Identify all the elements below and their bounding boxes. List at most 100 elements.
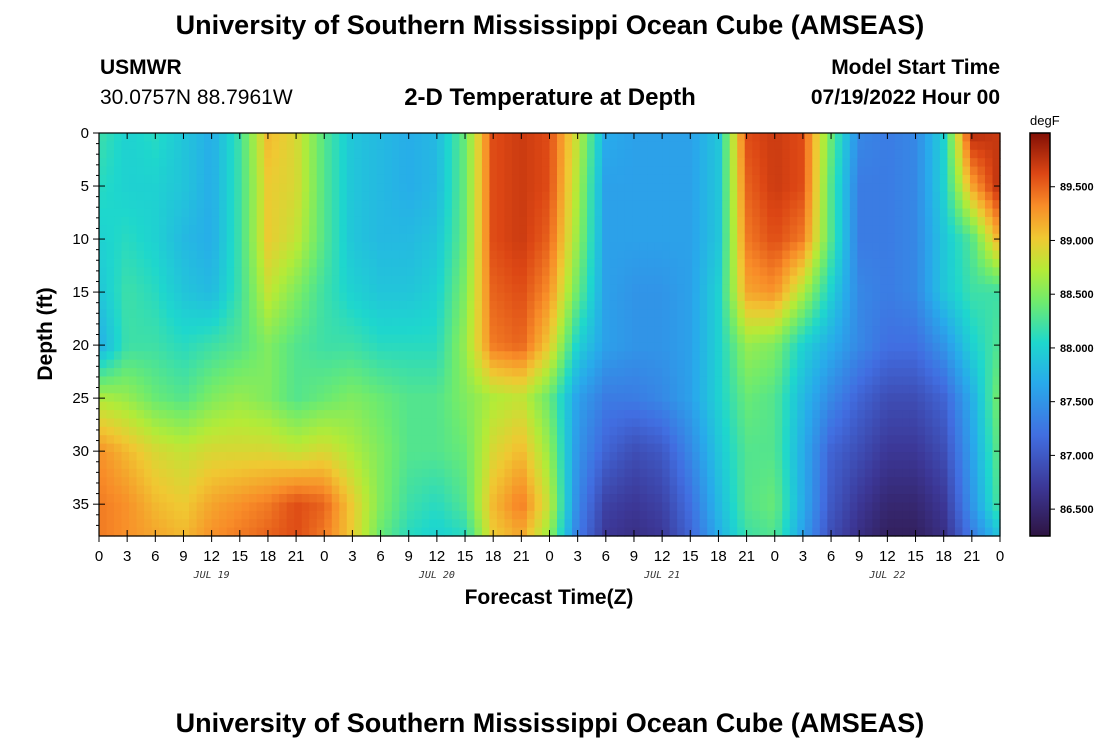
- heatmap-cell: [737, 435, 746, 445]
- heatmap-cell: [864, 250, 873, 260]
- heatmap-cell: [962, 342, 971, 352]
- heatmap-cell: [181, 376, 190, 386]
- heatmap-cell: [617, 250, 626, 260]
- heatmap-cell: [489, 300, 498, 310]
- heatmap-cell: [797, 393, 806, 403]
- heatmap-cell: [842, 292, 851, 302]
- heatmap-cell: [857, 376, 866, 386]
- heatmap-cell: [572, 225, 581, 235]
- heatmap-cell: [767, 359, 776, 369]
- heatmap-cell: [759, 216, 768, 226]
- heatmap-cell: [714, 174, 723, 184]
- heatmap-cell: [541, 393, 551, 403]
- heatmap-cell: [271, 477, 280, 487]
- heatmap-cell: [166, 460, 175, 470]
- heatmap-cell: [797, 418, 806, 428]
- heatmap-cell: [459, 158, 468, 168]
- heatmap-cell: [827, 275, 836, 285]
- heatmap-cell: [136, 359, 145, 369]
- heatmap-cell: [842, 250, 851, 260]
- heatmap-cell: [857, 141, 866, 151]
- heatmap-cell: [969, 334, 979, 344]
- heatmap-cell: [864, 460, 873, 470]
- heatmap-cell: [534, 191, 543, 201]
- heatmap-cell: [204, 267, 213, 277]
- heatmap-cell: [99, 225, 108, 235]
- heatmap-cell: [99, 275, 108, 285]
- heatmap-cell: [504, 317, 513, 327]
- heatmap-cell: [279, 292, 288, 302]
- heatmap-cell: [759, 452, 768, 462]
- heatmap-cell: [774, 149, 783, 159]
- heatmap-cell: [346, 166, 355, 176]
- heatmap-cell: [99, 384, 108, 394]
- heatmap-cell: [324, 342, 333, 352]
- heatmap-cell: [459, 166, 468, 176]
- heatmap-cell: [579, 452, 588, 462]
- heatmap-cell: [572, 191, 581, 201]
- heatmap-cell: [414, 133, 423, 142]
- heatmap-cell: [144, 443, 153, 453]
- heatmap-cell: [804, 435, 813, 445]
- heatmap-cell: [707, 292, 716, 302]
- heatmap-cell: [632, 326, 641, 336]
- heatmap-cell: [564, 443, 573, 453]
- heatmap-cell: [909, 309, 919, 319]
- heatmap-cell: [684, 334, 693, 344]
- heatmap-cell: [624, 233, 633, 243]
- heatmap-cell: [729, 317, 738, 327]
- heatmap-cell: [211, 158, 220, 168]
- heatmap-cell: [376, 258, 385, 268]
- heatmap-cell: [632, 250, 641, 260]
- heatmap-cell: [699, 443, 708, 453]
- heatmap-cell: [737, 166, 746, 176]
- heatmap-cell: [316, 191, 325, 201]
- heatmap-cell: [541, 149, 551, 159]
- heatmap-cell: [451, 468, 460, 478]
- heatmap-cell: [166, 233, 175, 243]
- heatmap-cell: [511, 376, 521, 386]
- heatmap-cell: [384, 426, 393, 436]
- heatmap-cell: [992, 292, 1001, 302]
- heatmap-cell: [331, 384, 340, 394]
- heatmap-cell: [609, 174, 618, 184]
- heatmap-cell: [166, 410, 175, 420]
- heatmap-cell: [481, 250, 491, 260]
- heatmap-cell: [451, 233, 460, 243]
- heatmap-cell: [669, 133, 678, 142]
- heatmap-cell: [129, 317, 138, 327]
- heatmap-cell: [121, 410, 130, 420]
- heatmap-cell: [707, 317, 716, 327]
- heatmap-cell: [144, 317, 153, 327]
- heatmap-cell: [782, 393, 791, 403]
- heatmap-cell: [789, 149, 798, 159]
- heatmap-cell: [632, 275, 641, 285]
- heatmap-cell: [587, 443, 596, 453]
- heatmap-cell: [121, 309, 130, 319]
- heatmap-cell: [526, 233, 536, 243]
- heatmap-cell: [774, 267, 783, 277]
- heatmap-cell: [196, 418, 205, 428]
- heatmap-cell: [159, 359, 168, 369]
- heatmap-cell: [902, 233, 911, 243]
- heatmap-cell: [887, 216, 896, 226]
- heatmap-cell: [166, 141, 175, 151]
- heatmap-cell: [977, 334, 986, 344]
- heatmap-cell: [872, 200, 881, 210]
- heatmap-cell: [174, 250, 183, 260]
- heatmap-cell: [496, 208, 506, 218]
- heatmap-cell: [557, 393, 566, 403]
- heatmap-cell: [617, 309, 626, 319]
- heatmap-cell: [849, 225, 858, 235]
- heatmap-cell: [286, 309, 295, 319]
- heatmap-cell: [541, 309, 551, 319]
- heatmap-cell: [992, 300, 1001, 310]
- heatmap-cell: [519, 452, 528, 462]
- heatmap-cell: [211, 460, 220, 470]
- heatmap-cell: [669, 452, 678, 462]
- heatmap-cell: [219, 208, 228, 218]
- heatmap-cell: [744, 174, 753, 184]
- heatmap-cell: [534, 200, 543, 210]
- heatmap-cell: [767, 435, 776, 445]
- heatmap-cell: [879, 133, 888, 142]
